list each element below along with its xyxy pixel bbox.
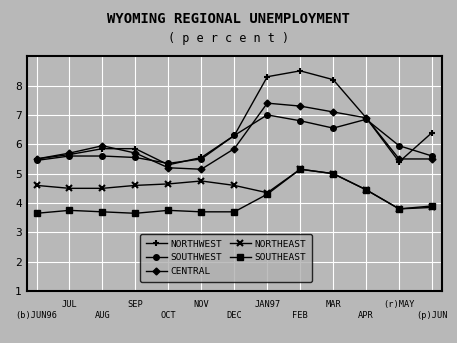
Line: SOUTHEAST: SOUTHEAST <box>34 166 435 216</box>
Text: AUG: AUG <box>95 311 110 320</box>
SOUTHEAST <box>199 210 204 214</box>
NORTHWEST <box>330 78 336 82</box>
NORTHEAST <box>265 191 270 195</box>
Text: FEB: FEB <box>292 311 308 320</box>
SOUTHWEST <box>34 158 39 163</box>
NORTHWEST <box>165 163 171 167</box>
Text: (r)MAY: (r)MAY <box>383 300 415 309</box>
SOUTHEAST <box>67 208 72 212</box>
CENTRAL <box>67 151 72 155</box>
NORTHEAST <box>67 186 72 190</box>
Text: DEC: DEC <box>226 311 242 320</box>
CENTRAL <box>298 104 303 108</box>
Text: OCT: OCT <box>160 311 176 320</box>
CENTRAL <box>265 101 270 105</box>
NORTHEAST <box>133 184 138 188</box>
SOUTHEAST <box>265 192 270 196</box>
CENTRAL <box>100 144 105 148</box>
Line: SOUTHWEST: SOUTHWEST <box>34 112 435 166</box>
SOUTHEAST <box>133 211 138 215</box>
SOUTHWEST <box>298 119 303 123</box>
NORTHEAST <box>100 186 105 190</box>
NORTHEAST <box>199 179 204 183</box>
SOUTHEAST <box>298 167 303 171</box>
SOUTHWEST <box>67 154 72 158</box>
Line: CENTRAL: CENTRAL <box>34 101 435 172</box>
NORTHWEST <box>67 153 72 157</box>
NORTHEAST <box>330 172 336 176</box>
NORTHWEST <box>100 146 105 151</box>
CENTRAL <box>133 151 138 155</box>
Line: NORTHEAST: NORTHEAST <box>33 166 436 212</box>
NORTHWEST <box>265 75 270 79</box>
CENTRAL <box>165 166 171 170</box>
SOUTHWEST <box>100 154 105 158</box>
SOUTHEAST <box>232 210 237 214</box>
SOUTHWEST <box>232 133 237 138</box>
SOUTHWEST <box>396 144 402 148</box>
SOUTHWEST <box>199 157 204 161</box>
SOUTHEAST <box>330 172 336 176</box>
NORTHEAST <box>232 184 237 188</box>
SOUTHWEST <box>265 113 270 117</box>
NORTHEAST <box>363 188 369 192</box>
Text: MAR: MAR <box>325 300 341 309</box>
SOUTHEAST <box>396 207 402 211</box>
NORTHWEST <box>298 69 303 73</box>
NORTHWEST <box>199 155 204 159</box>
SOUTHEAST <box>34 211 39 215</box>
NORTHEAST <box>165 182 171 186</box>
SOUTHEAST <box>165 208 171 212</box>
Text: APR: APR <box>358 311 374 320</box>
SOUTHWEST <box>363 117 369 121</box>
CENTRAL <box>363 116 369 120</box>
SOUTHEAST <box>363 188 369 192</box>
CENTRAL <box>232 146 237 151</box>
Text: WYOMING REGIONAL UNEMPLOYMENT: WYOMING REGIONAL UNEMPLOYMENT <box>107 12 350 26</box>
SOUTHWEST <box>330 126 336 130</box>
NORTHEAST <box>396 207 402 211</box>
SOUTHWEST <box>133 155 138 159</box>
Text: ( p e r c e n t ): ( p e r c e n t ) <box>168 32 289 45</box>
NORTHWEST <box>363 116 369 120</box>
NORTHWEST <box>232 133 237 138</box>
NORTHEAST <box>34 184 39 188</box>
SOUTHWEST <box>430 154 435 158</box>
Legend: NORTHWEST, SOUTHWEST, CENTRAL, NORTHEAST, SOUTHEAST: NORTHWEST, SOUTHWEST, CENTRAL, NORTHEAST… <box>140 234 312 282</box>
Text: NOV: NOV <box>193 300 209 309</box>
Line: NORTHWEST: NORTHWEST <box>33 67 436 168</box>
NORTHEAST <box>430 205 435 210</box>
CENTRAL <box>199 167 204 171</box>
Text: JUL: JUL <box>62 300 77 309</box>
NORTHWEST <box>34 157 39 161</box>
SOUTHEAST <box>430 204 435 208</box>
Text: JAN97: JAN97 <box>254 300 281 309</box>
NORTHWEST <box>430 130 435 134</box>
SOUTHEAST <box>100 210 105 214</box>
NORTHWEST <box>396 160 402 164</box>
CENTRAL <box>396 157 402 161</box>
CENTRAL <box>330 110 336 114</box>
Text: (p)JUN: (p)JUN <box>416 311 448 320</box>
SOUTHWEST <box>165 161 171 165</box>
NORTHEAST <box>298 167 303 171</box>
Text: (b)JUN96: (b)JUN96 <box>16 311 58 320</box>
Text: SEP: SEP <box>128 300 143 309</box>
NORTHWEST <box>133 146 138 151</box>
CENTRAL <box>34 157 39 161</box>
CENTRAL <box>430 157 435 161</box>
